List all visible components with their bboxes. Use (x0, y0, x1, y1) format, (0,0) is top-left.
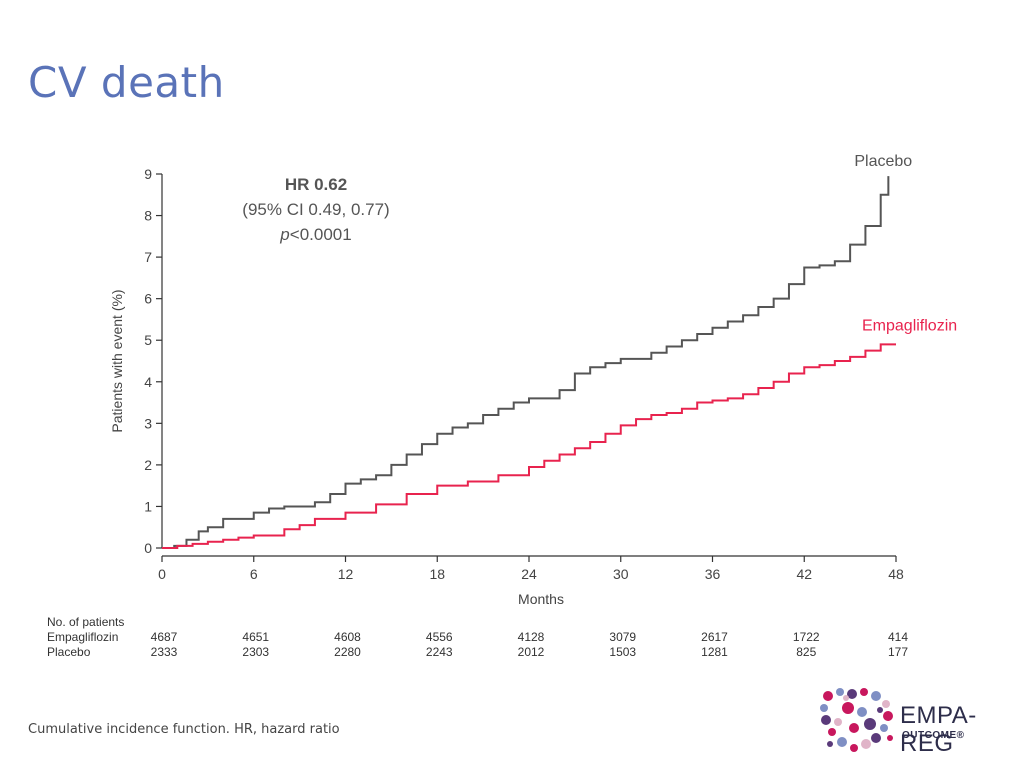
logo-dot (871, 733, 881, 743)
x-tick-label: 24 (521, 566, 537, 582)
y-tick-label: 7 (144, 249, 152, 265)
risk-cell: 1503 (609, 645, 636, 659)
risk-cell: 414 (888, 630, 908, 644)
y-tick-label: 8 (144, 208, 152, 224)
logo-dot (887, 735, 893, 741)
y-tick-label: 9 (144, 166, 152, 182)
x-tick-label: 12 (338, 566, 354, 582)
empa-reg-logo-icon (820, 688, 893, 752)
x-tick-label: 48 (888, 566, 904, 582)
logo-dot (849, 723, 859, 733)
x-tick-label: 30 (613, 566, 629, 582)
p-number: <0.0001 (290, 225, 352, 244)
hr-ci: (95% CI 0.49, 0.77) (242, 200, 389, 219)
risk-row-label: Empagliflozin (47, 630, 118, 644)
risk-cell: 4651 (242, 630, 269, 644)
logo-name: EMPA-REG (900, 702, 977, 757)
logo-dot (871, 691, 881, 701)
series-label-empagliflozin: Empagliflozin (862, 317, 957, 334)
risk-cell: 2280 (334, 645, 361, 659)
risk-cell: 4128 (518, 630, 545, 644)
y-tick-label: 4 (144, 374, 152, 390)
slide-title: CV death (28, 58, 225, 107)
risk-cell: 4608 (334, 630, 361, 644)
logo-dot (860, 688, 868, 696)
risk-cell: 177 (888, 645, 908, 659)
y-axis-label: Patients with event (%) (109, 289, 125, 432)
logo-subtitle: OUTCOME® (902, 730, 965, 741)
logo-dot (827, 741, 833, 747)
p-value: p<0.0001 (279, 225, 351, 244)
logo-dot (834, 718, 842, 726)
risk-cell: 2243 (426, 645, 453, 659)
y-tick-label: 1 (144, 498, 152, 514)
series-line-placebo (162, 176, 890, 549)
y-tick-label: 0 (144, 540, 152, 556)
x-axis-label: Months (518, 591, 564, 607)
risk-cell: 2303 (242, 645, 269, 659)
logo-dot (821, 715, 831, 725)
risk-cell: 3079 (609, 630, 636, 644)
risk-cell: 2333 (151, 645, 178, 659)
logo-dot (882, 700, 890, 708)
logo-dot (883, 711, 893, 721)
y-tick-label: 6 (144, 291, 152, 307)
logo-dot (836, 688, 844, 696)
logo-dot (847, 689, 857, 699)
series-label-placebo: Placebo (854, 153, 912, 170)
risk-cell: 2617 (701, 630, 728, 644)
logo-dot (823, 691, 833, 701)
risk-cell: 825 (796, 645, 816, 659)
y-tick-label: 5 (144, 332, 152, 348)
risk-cell: 1722 (793, 630, 820, 644)
risk-row-label: Placebo (47, 645, 91, 659)
risk-cell: 2012 (518, 645, 545, 659)
logo-dot (877, 707, 883, 713)
risk-cell: 4687 (151, 630, 178, 644)
y-tick-label: 3 (144, 415, 152, 431)
risk-cell: 1281 (701, 645, 728, 659)
x-tick-label: 36 (705, 566, 721, 582)
x-tick-label: 6 (250, 566, 258, 582)
logo-dot (864, 718, 876, 730)
logo-dot (828, 728, 836, 736)
logo-dot (861, 739, 871, 749)
labels-layer: Placebo Empagliflozin (854, 153, 957, 334)
logo-dot (850, 744, 858, 752)
logo-dot (880, 724, 888, 732)
x-tick-label: 0 (158, 566, 166, 582)
p-symbol: p (279, 225, 289, 244)
risk-cell: 4556 (426, 630, 453, 644)
footnote: Cumulative incidence function. HR, hazar… (28, 722, 340, 737)
y-tick-label: 2 (144, 457, 152, 473)
logo-dot (843, 695, 849, 701)
series-line-empagliflozin (162, 343, 896, 549)
x-tick-label: 18 (429, 566, 445, 582)
logo-dot (842, 702, 854, 714)
logo-dot (857, 707, 867, 717)
logo-dot (820, 704, 828, 712)
risk-table-header: No. of patients (47, 615, 124, 629)
hr-value: HR 0.62 (285, 175, 347, 194)
x-tick-label: 42 (796, 566, 812, 582)
series-layer (162, 176, 896, 549)
logo-dot (837, 737, 847, 747)
